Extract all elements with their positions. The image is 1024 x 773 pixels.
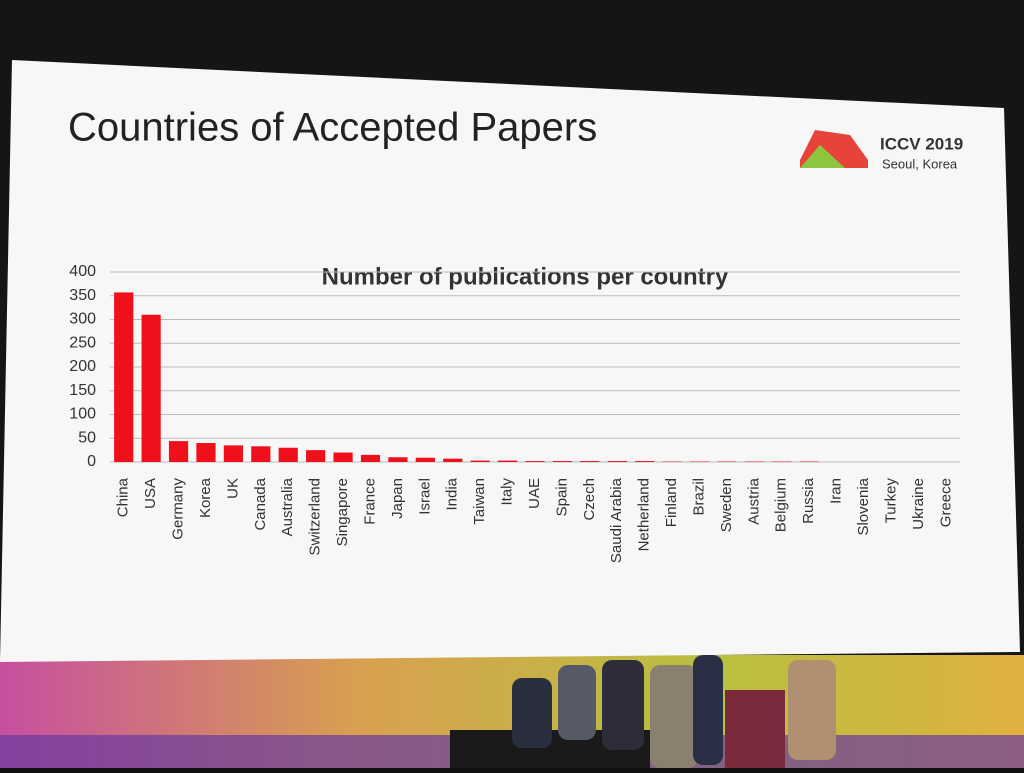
bar xyxy=(553,461,572,462)
person xyxy=(650,665,698,768)
bar xyxy=(580,461,599,462)
person xyxy=(693,655,723,765)
bar xyxy=(196,443,215,462)
x-tick-label: Spain xyxy=(553,478,570,516)
x-tick-label: Austria xyxy=(745,477,762,524)
x-tick-label: Slovenia xyxy=(855,477,872,535)
x-tick-label: Japan xyxy=(389,478,406,519)
bar xyxy=(471,461,490,462)
bar xyxy=(114,292,133,462)
y-tick-label: 250 xyxy=(69,334,96,351)
bar xyxy=(333,453,352,463)
y-tick-label: 150 xyxy=(69,382,96,399)
x-tick-label: Australia xyxy=(279,477,296,536)
slide-title: Countries of Accepted Papers xyxy=(68,106,597,150)
x-tick-label: Canada xyxy=(252,477,269,530)
bar xyxy=(525,461,544,462)
x-tick-label: Iran xyxy=(828,478,845,504)
x-tick-label: Netherland xyxy=(636,478,653,551)
x-tick-label: Singapore xyxy=(334,478,351,546)
y-tick-label: 200 xyxy=(69,358,96,375)
y-tick-label: 0 xyxy=(87,453,96,470)
y-tick-label: 350 xyxy=(69,287,96,304)
bar xyxy=(279,448,298,462)
person xyxy=(602,660,644,750)
bar xyxy=(224,445,243,462)
podium xyxy=(725,690,785,768)
x-tick-label: Finland xyxy=(663,478,680,527)
bar xyxy=(635,461,654,462)
x-tick-label: Czech xyxy=(581,478,598,521)
x-tick-label: Greece xyxy=(937,478,954,527)
logo-subtitle: Seoul, Korea xyxy=(882,156,958,171)
x-tick-label: Taiwan xyxy=(471,478,488,525)
x-tick-label: Ukraine xyxy=(910,478,927,530)
y-tick-label: 50 xyxy=(78,429,96,446)
person xyxy=(512,678,552,748)
bar xyxy=(388,457,407,462)
bar xyxy=(306,450,325,462)
bar xyxy=(169,441,188,462)
x-tick-label: Italy xyxy=(499,478,516,506)
bar xyxy=(416,458,435,462)
x-tick-label: USA xyxy=(142,478,159,509)
x-tick-label: Belgium xyxy=(773,478,790,532)
x-tick-label: UK xyxy=(224,478,241,499)
bar xyxy=(608,461,627,462)
x-tick-label: Turkey xyxy=(882,478,899,524)
x-tick-label: Israel xyxy=(416,478,433,515)
x-tick-label: China xyxy=(115,477,132,517)
y-tick-label: 100 xyxy=(69,406,96,423)
logo-text: ICCV 2019 xyxy=(880,134,963,153)
y-tick-label: 400 xyxy=(69,263,96,280)
x-tick-label: Saudi Arabia xyxy=(608,477,625,563)
bar xyxy=(142,315,161,462)
bar xyxy=(361,455,380,462)
x-tick-label: Germany xyxy=(170,478,187,540)
person xyxy=(788,660,836,760)
bar xyxy=(251,446,270,462)
x-tick-label: Switzerland xyxy=(307,478,324,556)
bar xyxy=(443,459,462,462)
x-tick-label: UAE xyxy=(526,478,543,509)
x-tick-label: Brazil xyxy=(690,478,707,516)
bar xyxy=(498,461,517,462)
x-tick-label: Sweden xyxy=(718,478,735,532)
x-tick-label: India xyxy=(444,477,461,510)
chart-title: Number of publications per country xyxy=(322,263,729,290)
x-tick-label: France xyxy=(361,478,378,525)
x-tick-label: Russia xyxy=(800,477,817,524)
x-tick-label: Korea xyxy=(197,477,214,518)
person xyxy=(558,665,596,740)
y-tick-label: 300 xyxy=(69,311,96,328)
